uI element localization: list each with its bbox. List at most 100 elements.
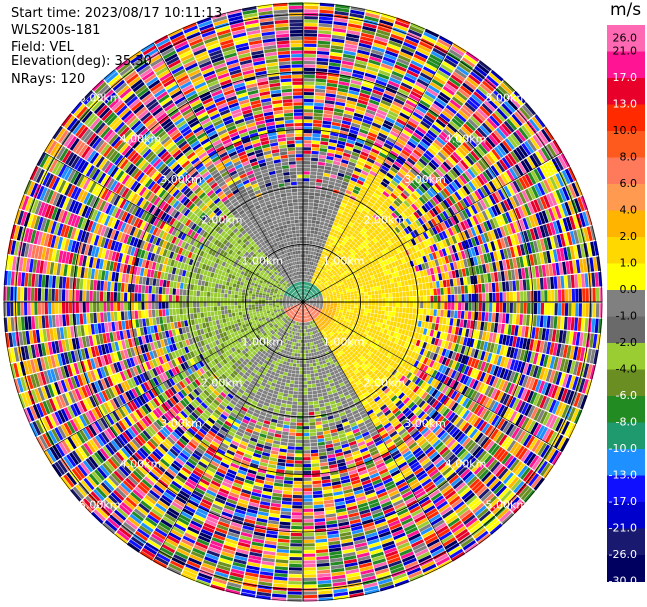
velocity-gate bbox=[474, 236, 480, 246]
velocity-gate bbox=[305, 297, 308, 300]
velocity-gate bbox=[303, 301, 306, 302]
velocity-gate bbox=[316, 298, 320, 300]
velocity-gate bbox=[509, 222, 516, 234]
velocity-gate bbox=[538, 149, 548, 163]
velocity-gate bbox=[347, 256, 352, 261]
velocity-gate bbox=[384, 188, 392, 195]
velocity-gate bbox=[351, 215, 358, 221]
velocity-gate bbox=[487, 167, 497, 178]
velocity-gate bbox=[327, 275, 331, 279]
velocity-gate bbox=[289, 251, 293, 256]
velocity-gate bbox=[385, 198, 393, 205]
velocity-gate bbox=[312, 209, 318, 214]
velocity-gate bbox=[403, 210, 410, 218]
velocity-gate bbox=[398, 205, 406, 212]
velocity-gate bbox=[546, 193, 554, 207]
velocity-gate bbox=[392, 249, 398, 255]
velocity-gate bbox=[311, 288, 314, 292]
velocity-gate bbox=[287, 150, 296, 155]
velocity-gate bbox=[319, 196, 326, 201]
velocity-gate bbox=[329, 259, 334, 263]
velocity-gate bbox=[501, 103, 513, 115]
velocity-gate bbox=[439, 91, 451, 101]
velocity-gate bbox=[327, 266, 331, 270]
velocity-gate bbox=[556, 248, 562, 262]
velocity-gate bbox=[488, 134, 499, 146]
velocity-gate bbox=[335, 264, 340, 268]
velocity-gate bbox=[318, 268, 322, 273]
velocity-gate bbox=[321, 134, 330, 139]
velocity-gate bbox=[365, 264, 371, 270]
velocity-gate bbox=[313, 300, 317, 302]
velocity-gate bbox=[331, 288, 335, 291]
velocity-gate bbox=[282, 168, 290, 173]
velocity-gate bbox=[382, 162, 392, 169]
velocity-gate bbox=[356, 227, 362, 233]
velocity-gate bbox=[285, 217, 290, 221]
velocity-gate bbox=[361, 295, 365, 299]
velocity-gate bbox=[527, 291, 531, 302]
velocity-gate bbox=[366, 284, 371, 289]
velocity-gate bbox=[312, 130, 321, 134]
velocity-gate bbox=[309, 298, 313, 300]
velocity-gate bbox=[329, 263, 334, 268]
velocity-gate bbox=[531, 185, 539, 199]
velocity-gate bbox=[440, 131, 451, 141]
velocity-gate bbox=[276, 201, 283, 206]
velocity-gate bbox=[296, 261, 299, 265]
velocity-gate bbox=[364, 239, 370, 245]
velocity-gate bbox=[435, 118, 446, 128]
velocity-gate bbox=[439, 178, 448, 187]
velocity-gate bbox=[399, 275, 404, 282]
velocity-gate bbox=[320, 282, 324, 286]
velocity-gate bbox=[394, 187, 402, 195]
velocity-gate bbox=[388, 288, 392, 293]
velocity-gate bbox=[303, 119, 313, 123]
velocity-gate bbox=[438, 249, 444, 258]
velocity-gate bbox=[335, 274, 339, 278]
velocity-gate bbox=[318, 20, 333, 25]
velocity-gate bbox=[334, 286, 338, 290]
velocity-gate bbox=[288, 157, 296, 162]
velocity-gate bbox=[397, 224, 404, 231]
velocity-gate bbox=[366, 273, 371, 278]
velocity-gate bbox=[444, 247, 451, 256]
velocity-gate bbox=[346, 224, 352, 230]
velocity-gate bbox=[310, 251, 314, 255]
velocity-gate bbox=[451, 205, 458, 214]
velocity-gate bbox=[485, 169, 494, 180]
velocity-gate bbox=[521, 104, 534, 118]
velocity-gate bbox=[211, 282, 216, 288]
velocity-gate bbox=[377, 171, 386, 178]
velocity-gate bbox=[476, 108, 489, 119]
velocity-gate bbox=[407, 247, 413, 255]
velocity-gate bbox=[307, 219, 312, 224]
velocity-gate bbox=[313, 291, 317, 294]
velocity-gate bbox=[471, 293, 476, 302]
velocity-gate bbox=[490, 165, 500, 177]
velocity-gate bbox=[477, 85, 490, 97]
velocity-gate bbox=[438, 232, 445, 241]
velocity-gate bbox=[167, 273, 172, 281]
velocity-gate bbox=[449, 120, 460, 131]
velocity-gate bbox=[403, 274, 408, 281]
velocity-gate bbox=[440, 287, 444, 295]
velocity-gate bbox=[290, 36, 303, 41]
velocity-gate bbox=[436, 180, 445, 190]
velocity-gate bbox=[398, 245, 405, 252]
velocity-gate bbox=[228, 290, 232, 295]
velocity-gate bbox=[306, 230, 311, 234]
velocity-gate bbox=[312, 290, 316, 293]
velocity-gate bbox=[281, 92, 293, 96]
velocity-gate bbox=[354, 259, 359, 264]
velocity-gate bbox=[410, 213, 418, 221]
velocity-gate bbox=[551, 289, 555, 302]
velocity-gate bbox=[304, 264, 307, 268]
velocity-gate bbox=[454, 294, 458, 302]
velocity-gate bbox=[314, 88, 326, 93]
velocity-gate bbox=[480, 274, 485, 284]
velocity-gate bbox=[308, 206, 314, 210]
velocity-gate bbox=[513, 233, 520, 245]
velocity-gate bbox=[586, 226, 593, 241]
velocity-gate bbox=[447, 227, 454, 236]
